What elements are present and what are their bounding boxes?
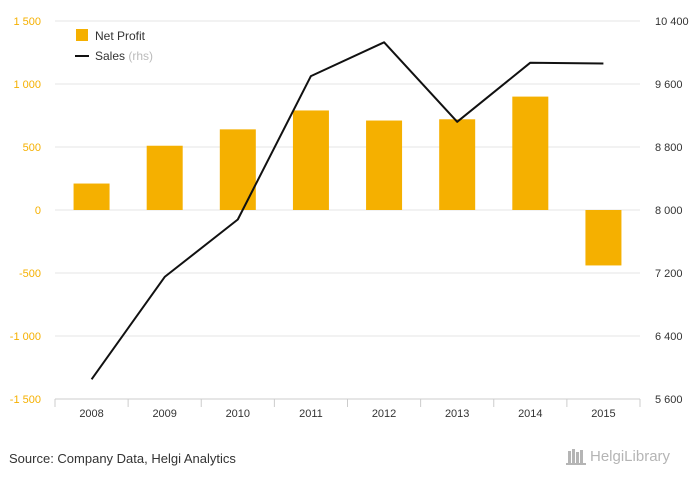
source-note: Source: Company Data, Helgi Analytics bbox=[9, 451, 236, 466]
net-profit-bar bbox=[366, 120, 403, 210]
net-profit-bar bbox=[439, 119, 476, 210]
y-left-tick-label: 1 500 bbox=[13, 16, 41, 28]
y-left-tick-label: -1 000 bbox=[10, 331, 41, 343]
x-tick-label: 2012 bbox=[372, 408, 396, 420]
y-right-tick-label: 6 400 bbox=[655, 331, 683, 343]
x-tick-label: 2009 bbox=[152, 408, 176, 420]
net-profit-bar bbox=[512, 96, 549, 210]
y-left-tick-label: -500 bbox=[19, 268, 41, 280]
net-profit-bar bbox=[292, 110, 329, 210]
sales-line bbox=[90, 41, 604, 380]
y-right-tick-label: 10 400 bbox=[655, 16, 689, 28]
net-profit-bar bbox=[219, 129, 256, 210]
y-right-tick-label: 7 200 bbox=[655, 268, 683, 280]
x-tick-label: 2015 bbox=[591, 408, 615, 420]
net-profit-bar bbox=[585, 210, 622, 266]
net-profit-bar bbox=[73, 183, 110, 210]
x-tick-label: 2011 bbox=[299, 408, 323, 420]
y-right-tick-label: 5 600 bbox=[655, 394, 683, 406]
net-profit-bar bbox=[146, 145, 183, 210]
legend-label-sales-suffix: (rhs) bbox=[128, 49, 153, 63]
y-right-tick-label: 8 800 bbox=[655, 142, 683, 154]
y-left-tick-label: -1 500 bbox=[10, 394, 41, 406]
x-tick-label: 2008 bbox=[79, 408, 103, 420]
legend-swatch-net-profit bbox=[76, 29, 88, 41]
y-right-tick-label: 8 000 bbox=[655, 205, 683, 217]
y-left-tick-label: 1 000 bbox=[13, 79, 41, 91]
y-left-tick-label: 0 bbox=[35, 205, 41, 217]
y-right-tick-label: 9 600 bbox=[655, 79, 683, 91]
legend-label-sales: Sales (rhs) bbox=[95, 49, 153, 63]
library-logo-icon bbox=[566, 449, 586, 465]
chart: 1 500 1 000 500 0 -500 -1 000 -1 500 10 400 9 60… bbox=[10, 16, 689, 420]
x-tick-label: 2014 bbox=[518, 408, 542, 420]
helgi-library-logo: HelgiLibrary bbox=[566, 447, 670, 465]
x-tick-label: 2013 bbox=[445, 408, 469, 420]
y-left-tick-label: 500 bbox=[23, 142, 41, 154]
logo-text: HelgiLibrary bbox=[590, 447, 671, 465]
legend-label-net-profit: Net Profit bbox=[95, 29, 146, 43]
x-tick-label: 2010 bbox=[226, 408, 250, 420]
